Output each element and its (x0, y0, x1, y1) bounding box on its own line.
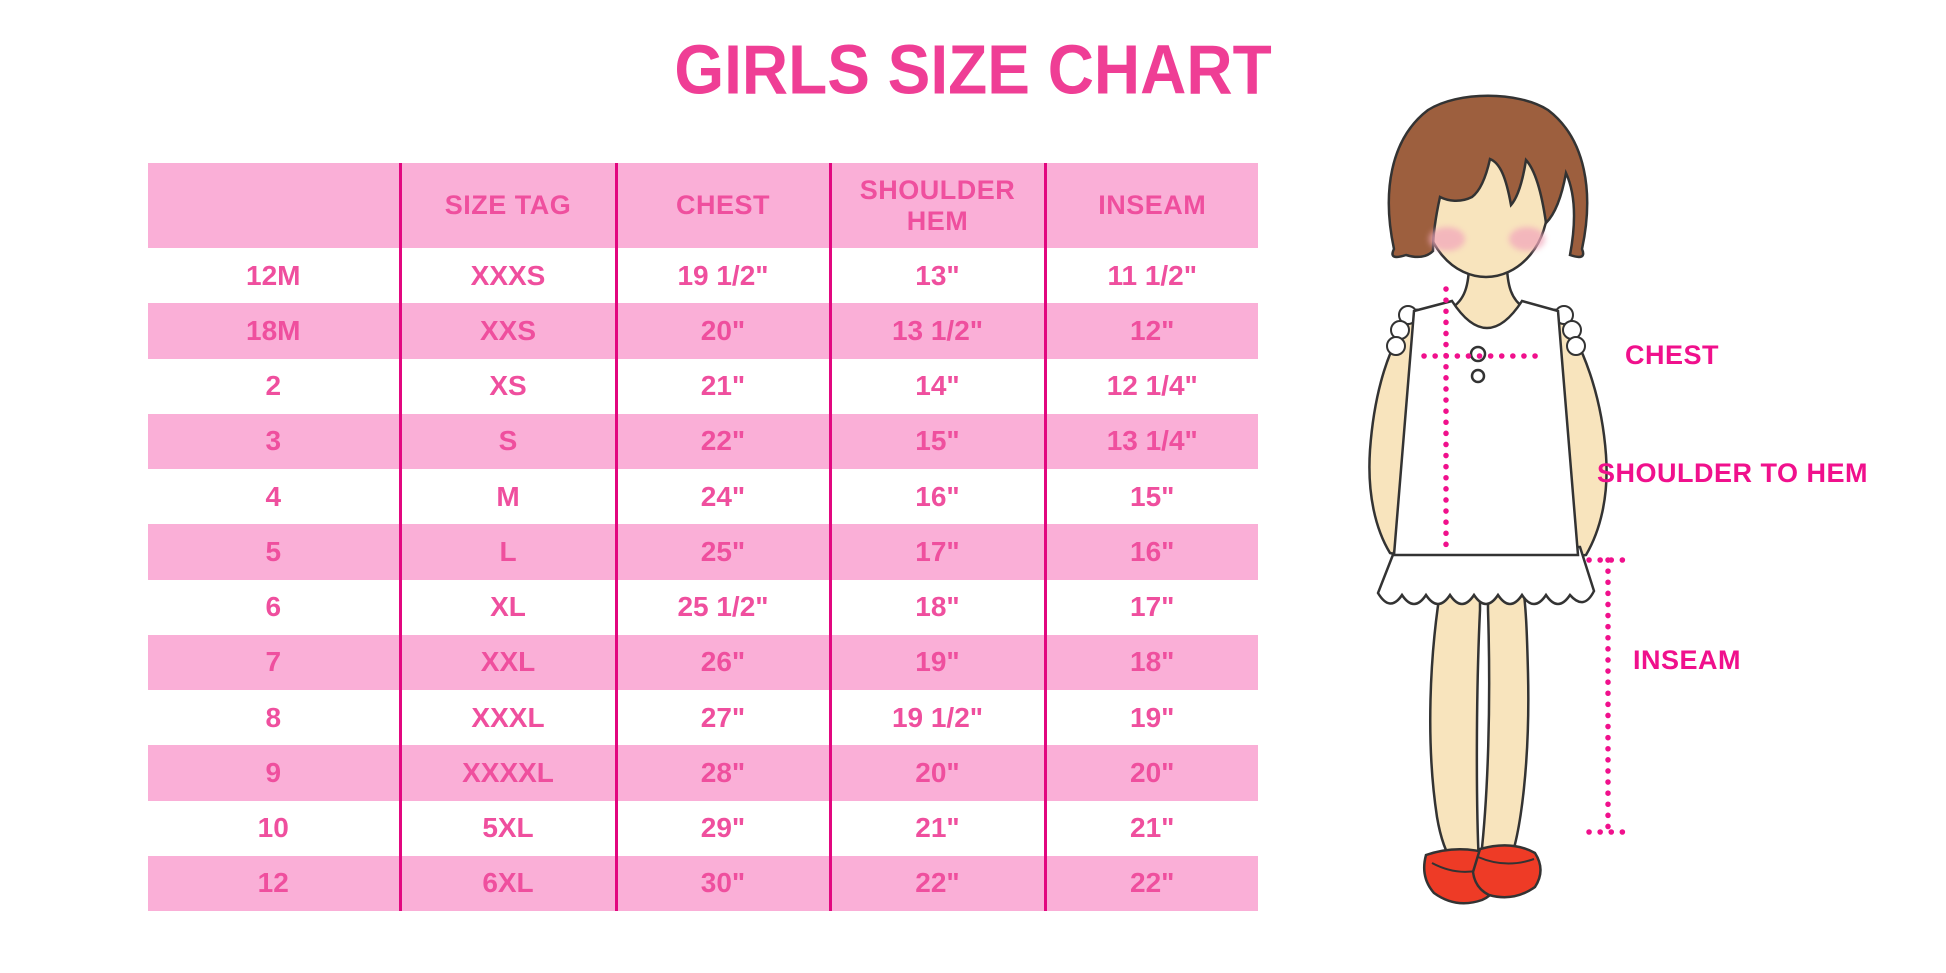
girls-size-table: SIZE TAG CHEST SHOULDER HEM INSEAM 12M XXXS 1… (148, 163, 1258, 911)
table-cell: 20" (828, 745, 1045, 801)
table-row: 6 XL 25 1/2" 18" 17" (148, 579, 1258, 635)
table-cell: 12M (246, 259, 301, 291)
table-cell: 10 (257, 812, 289, 844)
measurement-dotted-lines (1421, 286, 1630, 835)
hair (1387, 94, 1589, 259)
table-cell: 20" (614, 303, 830, 359)
table-cell: S (398, 413, 616, 469)
inseam-label: INSEAM (1633, 645, 1742, 675)
table-cell: 15" (828, 413, 1045, 469)
table-cell: 12" (1043, 303, 1258, 359)
table-cell: 5XL (398, 800, 616, 856)
table-cell: 22" (828, 855, 1045, 911)
table-cell: 29" (614, 800, 830, 856)
column-header-chest: CHEST (614, 163, 830, 248)
table-cell: 27" (614, 690, 830, 746)
table-cell: XXL (398, 634, 616, 690)
table-cell: XXS (398, 303, 616, 359)
table-cell: L (398, 524, 616, 580)
table-cell: 6 (265, 591, 282, 623)
table-cell: 18M (148, 303, 400, 359)
page-title: GIRLS SIZE CHART (674, 31, 1272, 109)
table-cell: M (398, 469, 616, 525)
table-cell: 7 (148, 634, 400, 690)
table-cell: 13 1/4" (1043, 413, 1258, 469)
table-cell: 18" (1043, 634, 1258, 690)
table-cell: 16" (828, 469, 1045, 525)
chest-label: CHEST (1625, 340, 1720, 370)
table-row: 9 XXXXL 28" 20" 20" (148, 745, 1258, 801)
table-cell: 19 1/2" (828, 690, 1045, 746)
table-row: 7 XXL 26" 19" 18" (148, 634, 1258, 690)
table-cell: 22" (1043, 855, 1258, 911)
right-shoe-strap (1477, 856, 1535, 865)
right-leg (1479, 578, 1530, 871)
table-cell: 17" (1043, 579, 1258, 635)
table-cell: 8 (265, 701, 282, 733)
table-cell: 22" (614, 413, 830, 469)
table-cell: 18" (828, 579, 1045, 635)
table-cell: 13" (828, 248, 1045, 304)
table-cell: 21" (828, 800, 1045, 856)
table-cell: 11 1/2" (1043, 248, 1258, 304)
table-cell: 9 (148, 745, 400, 801)
table-cell: 12 1/4" (1043, 358, 1258, 414)
table-row: 12 6XL 30" 22" 22" (148, 855, 1258, 911)
table-cell: 6XL (398, 855, 616, 911)
table-row: 3 S 22" 15" 13 1/4" (148, 413, 1258, 469)
table-cell: 4 (265, 480, 282, 512)
blush-left (1429, 227, 1465, 251)
table-cell: XXXL (398, 690, 616, 746)
table-cell: 15" (1043, 469, 1258, 525)
table-row: 10 5XL 29" 21" 21" (148, 800, 1258, 856)
table-cell: 16" (1043, 524, 1258, 580)
dress-bodice (1392, 299, 1580, 557)
table-cell: 21" (1043, 800, 1258, 856)
table-cell: 21" (614, 358, 830, 414)
table-cell: 14" (828, 358, 1045, 414)
table-row: 5 L 25" 17" 16" (148, 524, 1258, 580)
table-cell: 13 1/2" (828, 303, 1045, 359)
table-cell: 2 (265, 370, 282, 402)
column-header-inseam: INSEAM (1043, 163, 1258, 248)
table-cell: 19" (828, 634, 1045, 690)
table-cell: 25 1/2" (614, 579, 830, 635)
girl-figure-svg (1368, 94, 1630, 905)
table-cell: 12 (148, 855, 400, 911)
table-row: 12M XXXS 19 1/2" 13" 11 1/2" (148, 248, 1258, 304)
table-cell: 25" (614, 524, 830, 580)
table-cell: XXXS (398, 248, 616, 304)
left-leg (1429, 578, 1482, 867)
column-header-blank (148, 163, 400, 248)
girl-illustration (1330, 55, 1750, 915)
table-cell: 3 (148, 413, 400, 469)
table-cell: 26" (614, 634, 830, 690)
table-cell: 30" (614, 855, 830, 911)
column-header-shoulder-hem: SHOULDER HEM (828, 163, 1045, 248)
table-cell: 5 (148, 524, 400, 580)
table-cell: XS (398, 358, 616, 414)
table-row: 4 M 24" 16" 15" (148, 469, 1258, 525)
table-cell: XXXXL (398, 745, 616, 801)
table-cell: 24" (614, 469, 830, 525)
column-header-size-tag: SIZE TAG (398, 163, 616, 248)
right-shoe (1471, 844, 1542, 899)
table-header-row: SIZE TAG CHEST SHOULDER HEM INSEAM (148, 163, 1258, 248)
table-cell: 28" (614, 745, 830, 801)
table-cell: XL (398, 579, 616, 635)
table-row: 18M XXS 20" 13 1/2" 12" (148, 303, 1258, 359)
table-cell: 19 1/2" (614, 248, 830, 304)
table-row: 2 XS 21" 14" 12 1/4" (148, 358, 1258, 414)
table-cell: 20" (1043, 745, 1258, 801)
shoulder-to-hem-label: SHOULDER TO HEM (1597, 458, 1869, 488)
blush-right (1509, 227, 1545, 251)
table-row: 8 XXXL 27" 19 1/2" 19" (148, 690, 1258, 746)
table-cell: 17" (828, 524, 1045, 580)
skirt-ruffle (1376, 545, 1596, 606)
table-cell: 19" (1043, 690, 1258, 746)
dress-button-bottom (1470, 368, 1486, 384)
